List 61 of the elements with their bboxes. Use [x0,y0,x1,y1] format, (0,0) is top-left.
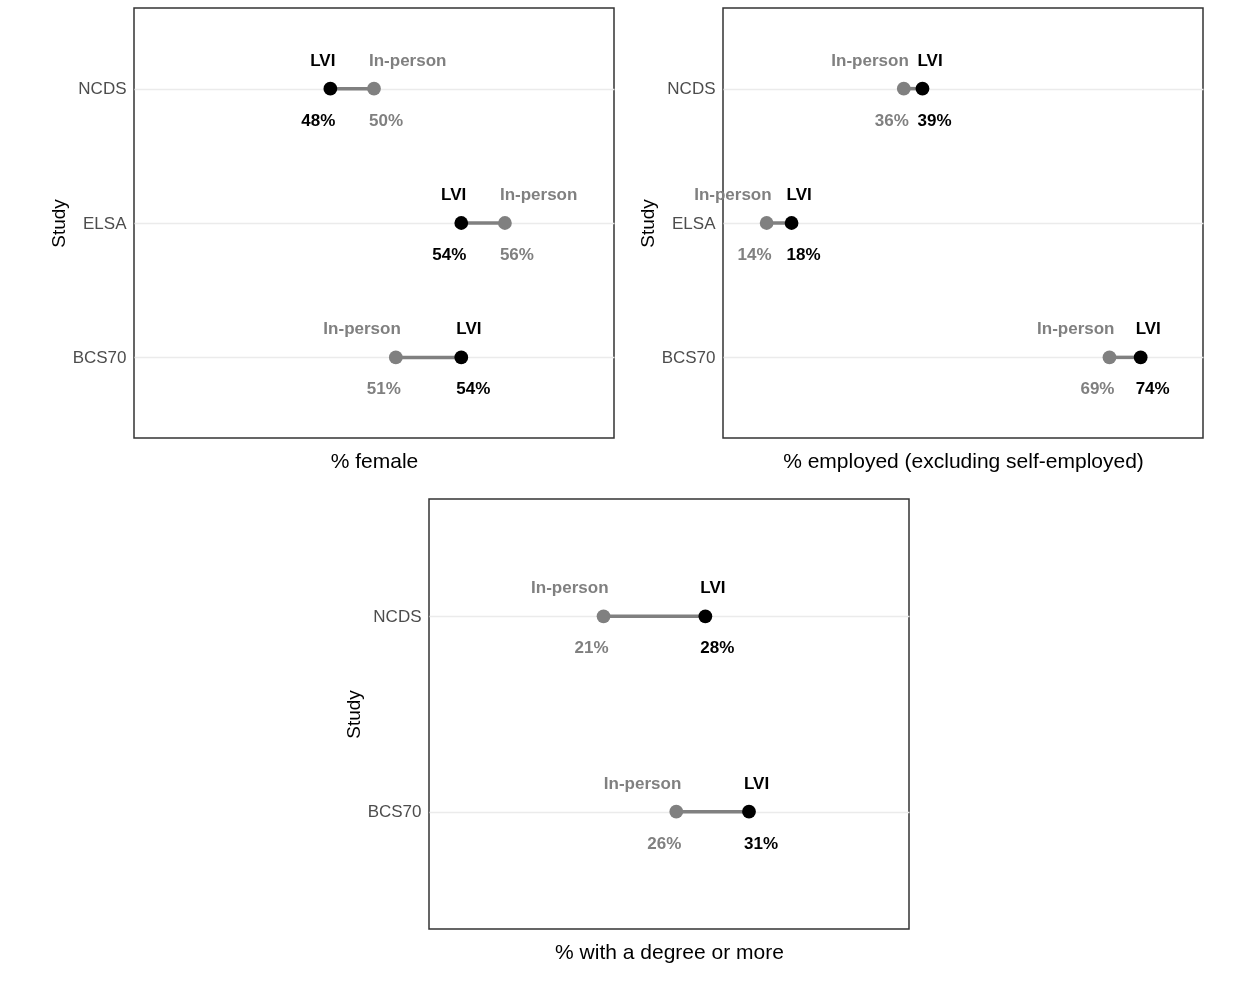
point [741,804,756,819]
point [454,350,469,365]
text: In-person [499,185,578,204]
series-label: In-person [603,773,681,793]
data-label: 56% [499,245,534,264]
y-tick-label: NCDS [78,79,127,99]
y-axis-title: Study [342,689,364,739]
series-label: In-person [831,50,909,70]
y-tick-label: ELSA [83,213,128,233]
data-label: 74% [1135,379,1170,399]
text: In-person [530,578,609,598]
series-label: LVI [1135,319,1161,339]
point [668,804,683,819]
series-label: In-person [323,319,401,339]
x-axis-title: % female [330,448,419,472]
point [1102,350,1117,365]
data-label: 14% [737,245,772,264]
y-axis-title: Study [47,198,69,248]
data-label: 39% [917,110,952,130]
y-tick-label: NCDS [667,79,716,99]
data-label: 54% [432,245,467,264]
point [388,350,403,365]
data-label: 31% [743,833,778,853]
point [498,216,512,230]
data-label: 28% [699,638,734,658]
point [784,216,799,230]
text: LVI [456,319,482,339]
data-label: 21% [574,638,609,658]
data-label: 51% [366,379,401,399]
text: In-person [369,50,447,70]
text: LVI [743,773,769,793]
point [896,81,911,96]
x-axis-title: % employed (excluding self-employed) [783,448,1144,472]
point [697,609,712,624]
point [915,81,930,96]
series-label: LVI [310,50,336,70]
y-tick-label: ELSA [672,213,717,233]
series-label: LVI [699,578,726,598]
y-tick-label: BCS70 [72,347,127,367]
y-axis-title: Study [636,198,658,248]
text: LVI [441,185,467,204]
point [596,609,610,624]
data-label: 36% [874,110,909,130]
data-label: 69% [1080,379,1115,399]
text: In-person [1037,319,1115,339]
text: LVI [786,185,812,204]
y-tick-label: NCDS [372,606,421,626]
data-label: 48% [301,110,336,130]
point [454,216,469,230]
data-label: 26% [646,833,681,853]
data-label: 50% [369,110,404,130]
data-label: 54% [456,379,491,399]
data-label: 18% [786,245,821,264]
point [759,216,774,230]
y-tick-label: BCS70 [367,802,421,822]
point [367,81,381,96]
y-tick-label: BCS70 [661,347,716,367]
point [1133,350,1148,365]
x-axis-title: % with a degree or more [554,939,784,963]
point [323,81,338,96]
text: LVI [917,50,943,70]
